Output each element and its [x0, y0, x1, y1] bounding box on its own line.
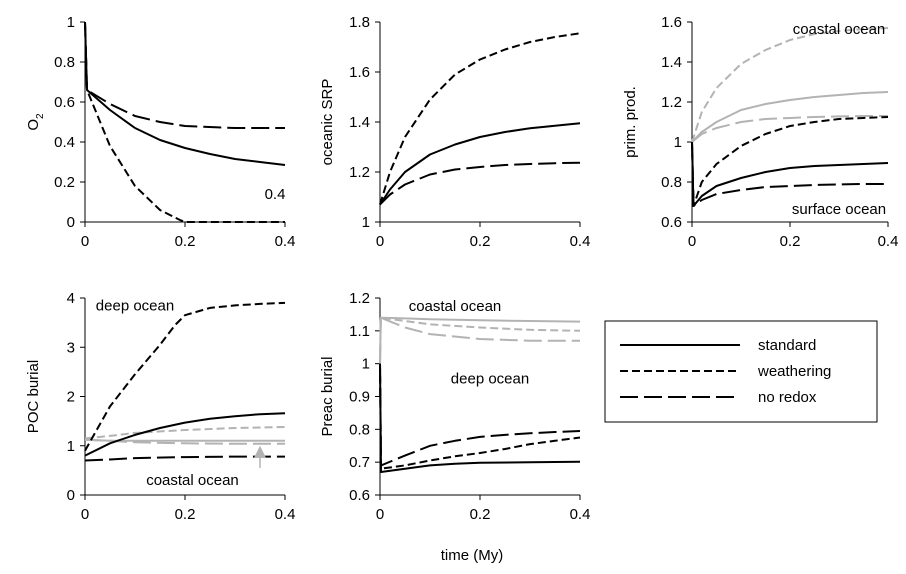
y-tick-label: 1 [67, 14, 75, 31]
series-line-gray-weathering [379, 316, 581, 364]
y-tick-label: 0 [67, 214, 75, 231]
panel-srp: 1 1.2 1.4 1.6 1.8 0 0.2 0.4 oceanic SRP [319, 14, 590, 250]
y-axis-label-main: Preac burial [319, 356, 336, 436]
panel-o2: 0 0.2 0.4 0.6 0.8 1 0 0.2 0.4 O2 0.4 [25, 14, 295, 250]
series-line-black-weathering [84, 301, 286, 452]
y-axis-label: oceanic SRP [319, 79, 336, 166]
series-line-black-standard [691, 141, 889, 207]
y-tick-label: 1 [674, 134, 682, 151]
series-line-gray-no-redox [379, 316, 580, 364]
legend-label: no redox [758, 389, 817, 406]
series-line-black-weathering [84, 21, 285, 223]
y-tick-label: 1.8 [349, 14, 370, 31]
legend-label: standard [758, 337, 816, 354]
y-tick-label: 3 [67, 339, 75, 356]
y-tick-label: 0.4 [54, 134, 75, 151]
y-axis-label-main: O [25, 119, 42, 131]
x-tick-label: 0.2 [470, 233, 491, 250]
y-tick-label: 1 [67, 438, 75, 455]
y-tick-label: 2 [67, 389, 75, 406]
y-tick-label: 1.4 [349, 114, 370, 131]
y-tick-label: 0.6 [661, 214, 682, 231]
x-tick-label: 0.2 [780, 233, 801, 250]
y-axis-label: O2 [25, 113, 46, 131]
series-line-gray-standard [691, 91, 889, 143]
x-tick-label: 0.2 [175, 506, 196, 523]
y-axis-label-subscript: 2 [35, 113, 46, 119]
y-axis-label: POC burial [25, 360, 42, 433]
y-tick-label: 1.2 [349, 164, 370, 181]
y-axis-label-main: oceanic SRP [319, 79, 336, 166]
x-axis-label: time (My) [441, 547, 504, 564]
x-tick-label: 0.4 [570, 233, 591, 250]
x-tick-label: 0 [376, 233, 384, 250]
y-tick-label: 0.8 [661, 174, 682, 191]
series-line-gray-standard [84, 438, 285, 442]
y-tick-label: 1.2 [661, 94, 682, 111]
y-axis-label-main: prim. prod. [622, 86, 639, 158]
y-axis-label: Preac burial [319, 356, 336, 436]
series-line-black-no-redox [84, 455, 285, 462]
panel-pocburial: 0 1 2 3 4 0 0.2 0.4 POC burial deep ocean coastal … [25, 290, 295, 523]
series-line-black-standard [84, 21, 286, 166]
y-tick-label: 4 [67, 290, 75, 307]
y-tick-label: 0.8 [54, 54, 75, 71]
series-line-gray-weathering [84, 426, 286, 440]
annotation-label: coastal ocean [793, 21, 886, 38]
series-line-black-standard [379, 363, 581, 473]
series-line-black-weathering [691, 116, 889, 207]
series-line-black-standard [84, 412, 286, 457]
x-tick-label: 0.4 [275, 506, 296, 523]
series-line-gray-weathering [691, 27, 889, 143]
y-tick-label: 1.2 [349, 290, 370, 307]
panel-primprod: 0.6 0.8 1 1.2 1.4 1.6 0 0.2 0.4 prim. prod. coasta… [622, 14, 898, 250]
y-tick-label: 0.8 [349, 421, 370, 438]
x-tick-label: 0 [376, 506, 384, 523]
x-tick-label: 0.4 [570, 506, 591, 523]
x-tick-label: 0.2 [175, 233, 196, 250]
series-line-gray-no-redox [84, 438, 285, 445]
y-tick-label: 1.6 [661, 14, 682, 31]
x-tick-label: 0 [688, 233, 696, 250]
legend-label: weathering [757, 363, 831, 380]
y-tick-label: 1.6 [349, 64, 370, 81]
y-axis-label-main: POC burial [25, 360, 42, 433]
series-line-black-standard [379, 122, 581, 206]
y-tick-label: 0.6 [349, 487, 370, 504]
y-tick-label: 0.6 [54, 94, 75, 111]
series-line-black-no-redox [84, 21, 285, 129]
y-tick-label: 1.4 [661, 54, 682, 71]
annotation-label: coastal ocean [409, 298, 502, 315]
y-tick-label: 0.9 [349, 389, 370, 406]
series-line-black-no-redox [691, 141, 888, 207]
x-tick-label: 0.4 [275, 233, 296, 250]
y-tick-label: 0 [67, 487, 75, 504]
series-line-gray-standard [379, 316, 581, 364]
y-axis-label: prim. prod. [622, 86, 639, 158]
x-tick-label: 0.2 [470, 506, 491, 523]
annotation-label: surface ocean [792, 201, 886, 218]
y-tick-label: 1 [362, 356, 370, 373]
series-line-black-weathering [379, 363, 581, 470]
x-tick-label: 0.4 [878, 233, 899, 250]
legend: standard weathering no redox [604, 320, 878, 423]
annotation-label: deep ocean [96, 297, 174, 314]
y-tick-label: 1 [362, 214, 370, 231]
arrow-head [254, 445, 266, 458]
panel-preacburial: 0.6 0.7 0.8 0.9 1 1.1 1.2 0 0.2 0.4 Preac burial co… [319, 290, 590, 523]
annotation-label: deep ocean [451, 370, 529, 387]
series-line-black-weathering [379, 32, 581, 205]
annotation-label: coastal ocean [146, 472, 239, 489]
y-tick-label: 1.1 [349, 323, 370, 340]
series-line-black-no-redox [379, 161, 581, 206]
series-line-black-no-redox [379, 363, 581, 467]
x-tick-label: 0 [81, 233, 89, 250]
annotation-label: 0.4 [265, 186, 286, 203]
y-tick-label: 0.2 [54, 174, 75, 191]
x-tick-label: 0 [81, 506, 89, 523]
y-tick-label: 0.7 [349, 454, 370, 471]
